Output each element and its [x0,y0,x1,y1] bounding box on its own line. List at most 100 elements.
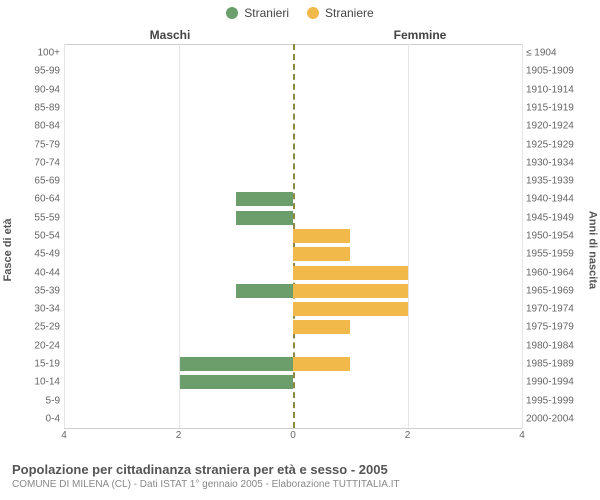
age-tick: 35-39 [12,285,60,296]
year-tick: 1985-1989 [526,358,588,369]
header-female: Femmine [300,28,600,42]
year-tick: 1960-1964 [526,267,588,278]
bar-female [293,266,408,280]
age-row: 55-591945-1949 [64,209,522,227]
gridline [522,44,523,428]
year-tick: 1905-1909 [526,66,588,77]
age-tick: 70-74 [12,157,60,168]
bar-male [179,357,294,371]
age-row: 35-391965-1969 [64,282,522,300]
year-tick: 1935-1939 [526,176,588,187]
bar-male [179,375,294,389]
age-tick: 30-34 [12,304,60,315]
bar-female [293,320,350,334]
age-tick: 20-24 [12,340,60,351]
age-tick: 55-59 [12,212,60,223]
age-tick: 10-14 [12,377,60,388]
age-row: 75-791925-1929 [64,135,522,153]
legend: Stranieri Straniere [0,0,600,20]
x-axis: 42024 [64,430,522,444]
age-tick: 25-29 [12,322,60,333]
year-tick: 1930-1934 [526,157,588,168]
year-tick: 1925-1929 [526,139,588,150]
gridline [64,44,65,428]
header-male: Maschi [0,28,300,42]
age-tick: 15-19 [12,358,60,369]
age-tick: 90-94 [12,84,60,95]
age-tick: 75-79 [12,139,60,150]
x-tick: 2 [176,430,182,441]
year-tick: 1950-1954 [526,230,588,241]
year-tick: 1980-1984 [526,340,588,351]
age-row: 70-741930-1934 [64,154,522,172]
legend-label-male: Stranieri [244,6,289,20]
year-tick: 1955-1959 [526,249,588,260]
age-tick: 45-49 [12,249,60,260]
legend-item-male: Stranieri [226,6,289,20]
age-tick: 85-89 [12,102,60,113]
chart-subtitle: COMUNE DI MILENA (CL) - Dati ISTAT 1° ge… [12,479,588,490]
age-row: 30-341970-1974 [64,300,522,318]
chart-title: Popolazione per cittadinanza straniera p… [12,462,588,477]
age-row: 85-891915-1919 [64,99,522,117]
age-tick: 80-84 [12,121,60,132]
year-tick: 1990-1994 [526,377,588,388]
age-row: 10-141990-1994 [64,373,522,391]
year-tick: 1995-1999 [526,395,588,406]
rows-container: 100+≤ 190495-991905-190990-941910-191485… [64,44,522,428]
bar-female [293,229,350,243]
year-tick: 1915-1919 [526,102,588,113]
bar-female [293,302,408,316]
bar-male [236,284,293,298]
population-pyramid-chart: Stranieri Straniere Maschi Femmine Fasce… [0,0,600,500]
age-tick: 50-54 [12,230,60,241]
column-headers: Maschi Femmine [0,28,600,42]
age-row: 5-91995-1999 [64,391,522,409]
legend-item-female: Straniere [307,6,374,20]
legend-swatch-male [226,7,238,19]
year-tick: ≤ 1904 [526,48,588,59]
bar-female [293,247,350,261]
plot-border-bottom [64,428,522,429]
year-tick: 1970-1974 [526,304,588,315]
legend-label-female: Straniere [325,6,374,20]
age-tick: 100+ [12,48,60,59]
age-row: 90-941910-1914 [64,81,522,99]
x-tick: 2 [405,430,411,441]
year-tick: 1975-1979 [526,322,588,333]
age-row: 80-841920-1924 [64,117,522,135]
age-tick: 60-64 [12,194,60,205]
x-tick: 0 [290,430,296,441]
age-row: 95-991905-1909 [64,62,522,80]
year-tick: 1920-1924 [526,121,588,132]
age-tick: 65-69 [12,176,60,187]
age-row: 25-291975-1979 [64,318,522,336]
gridline [408,44,409,428]
year-tick: 1945-1949 [526,212,588,223]
age-row: 0-42000-2004 [64,410,522,428]
age-row: 50-541950-1954 [64,227,522,245]
age-row: 40-441960-1964 [64,263,522,281]
age-row: 15-191985-1989 [64,355,522,373]
age-tick: 40-44 [12,267,60,278]
plot-area: 100+≤ 190495-991905-190990-941910-191485… [64,44,522,428]
bar-female [293,357,350,371]
chart-footer: Popolazione per cittadinanza straniera p… [12,462,588,490]
age-tick: 95-99 [12,66,60,77]
age-row: 65-691935-1939 [64,172,522,190]
age-row: 60-641940-1944 [64,190,522,208]
year-tick: 2000-2004 [526,413,588,424]
gridline [179,44,180,428]
bar-female [293,284,408,298]
age-row: 45-491955-1959 [64,245,522,263]
age-row: 100+≤ 1904 [64,44,522,62]
x-tick: 4 [61,430,67,441]
age-row: 20-241980-1984 [64,337,522,355]
year-tick: 1940-1944 [526,194,588,205]
legend-swatch-female [307,7,319,19]
age-tick: 5-9 [12,395,60,406]
bar-male [236,211,293,225]
year-tick: 1965-1969 [526,285,588,296]
year-tick: 1910-1914 [526,84,588,95]
age-tick: 0-4 [12,413,60,424]
